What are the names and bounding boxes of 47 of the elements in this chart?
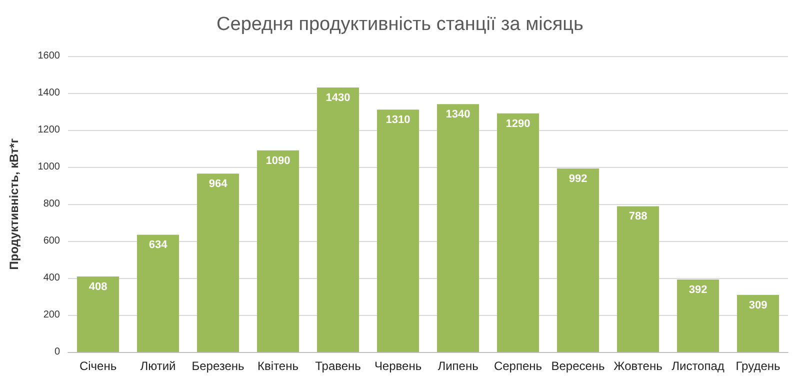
data-label: 634 xyxy=(148,239,168,252)
y-tick-label: 1400 xyxy=(38,88,60,98)
y-tick-label: 0 xyxy=(54,346,60,358)
data-label: 1340 xyxy=(446,108,470,121)
x-tick-label: Грудень xyxy=(736,359,780,373)
data-label: 1430 xyxy=(326,92,350,104)
data-label: 309 xyxy=(748,299,768,312)
bar xyxy=(377,110,419,352)
x-tick-label: Травень xyxy=(315,359,361,373)
bar xyxy=(317,87,359,352)
y-tick-label: 800 xyxy=(43,198,60,210)
bar xyxy=(617,206,659,352)
data-label: 788 xyxy=(628,210,648,223)
y-tick-label: 1200 xyxy=(38,124,60,136)
x-tick-label: Липень xyxy=(438,359,478,373)
x-tick-label: Вересень xyxy=(551,359,605,373)
x-tick-label: Серпень xyxy=(494,359,542,373)
x-tick-label: Жовтень xyxy=(614,359,662,373)
bar xyxy=(137,234,179,352)
x-tick-label: Червень xyxy=(374,359,422,373)
y-tick-label: 400 xyxy=(43,272,60,284)
y-tick-label: 600 xyxy=(43,236,60,246)
bar xyxy=(557,168,599,352)
y-tick-label: 200 xyxy=(43,310,60,320)
bar xyxy=(677,279,719,352)
data-label: 1290 xyxy=(506,118,530,130)
data-label: 1090 xyxy=(266,154,290,167)
data-label: 992 xyxy=(568,172,588,185)
y-axis-title: Продуктивність, кВт*г xyxy=(7,138,21,270)
data-label: 1310 xyxy=(386,114,410,126)
data-label: 964 xyxy=(208,178,228,190)
x-tick-label: Листопад xyxy=(672,359,724,373)
data-label: 408 xyxy=(88,281,108,294)
data-label: 392 xyxy=(688,284,708,296)
x-tick-label: Березень xyxy=(192,359,244,373)
x-tick-label: Лютий xyxy=(140,359,176,373)
bar xyxy=(497,113,539,352)
bar xyxy=(437,104,479,352)
y-tick-label: 1000 xyxy=(38,162,60,172)
bar xyxy=(77,276,119,352)
bar xyxy=(257,150,299,352)
x-tick-label: Січень xyxy=(79,359,117,373)
chart-title: Середня продуктивність станції за місяць xyxy=(216,14,584,35)
y-tick-label: 1600 xyxy=(38,50,60,62)
bar xyxy=(197,174,239,352)
bar xyxy=(737,294,779,352)
x-tick-label: Квітень xyxy=(258,359,298,373)
